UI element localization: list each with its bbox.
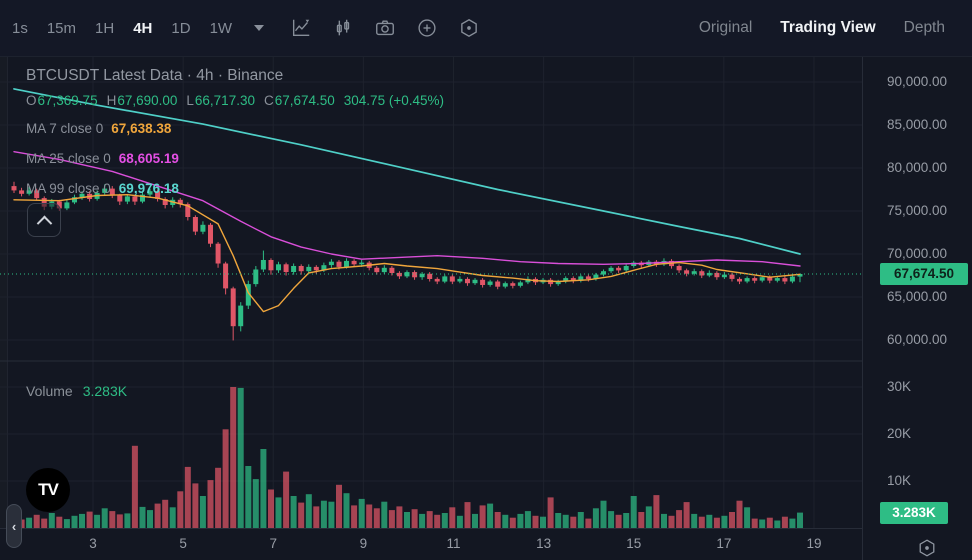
time-tick-label: 7 [269,536,277,551]
chevron-left-icon: ‹ [11,518,17,534]
last-price-badge: 67,674.50 [880,262,968,285]
settings-hexagon-icon[interactable] [456,15,482,41]
ma7-row: MA 7 close 0 67,638.38 [26,121,171,136]
price-tick-label: 90,000.00 [887,74,948,89]
volume-tick-label: 30K [887,379,912,394]
ma7-value: 67,638.38 [111,121,172,136]
top-toolbar: 1s 15m 1H 4H 1D 1W [0,0,972,57]
price-tick-label: 70,000.00 [887,246,948,261]
price-tick-label: 80,000.00 [887,160,948,175]
time-tick-label: 9 [359,536,368,551]
time-tick-label: 3 [89,536,97,551]
time-tick-label: 15 [626,536,642,551]
time-tick-label: 11 [446,536,461,551]
ma99-label: MA 99 close 0 [26,181,111,196]
price-tick-label: 60,000.00 [887,332,948,347]
timeframe-1w[interactable]: 1W [209,19,233,37]
low-label: L [186,93,194,108]
view-tabs: Original Trading View Depth [699,19,945,37]
left-drawer-handle[interactable]: ‹ [6,504,22,548]
high-value: 67,690.00 [117,93,178,108]
price-axis-panel[interactable]: 90,000.00 85,000.00 80,000.00 75,000.00 70,0… [862,57,972,560]
tab-trading-view[interactable]: Trading View [780,19,876,36]
tradingview-logo: TV [26,468,70,512]
left-edge-strip [0,57,8,560]
time-tick-label: 5 [179,536,187,551]
open-label: O [26,93,37,108]
ma25-row: MA 25 close 0 68,605.19 [26,151,179,166]
low-value: 66,717.30 [194,93,255,108]
timeframe-1s[interactable]: 1s [12,19,28,37]
volume-value: 3.283K [82,383,128,399]
axis-settings-gear-icon[interactable] [914,535,940,560]
ma25-label: MA 25 close 0 [26,151,111,166]
time-axis[interactable]: 3 5 7 9 11 13 15 17 19 [0,528,862,560]
chart-title: BTCUSDT Latest Data · 4h · Binance [26,67,284,84]
ohlc-row: O67,369.75 H67,690.00 L66,717.30 C67,674.50… [26,93,453,108]
volume-row: Volume 3.283K [26,383,127,399]
change-value: 304.75 (+0.45%) [343,93,444,108]
timeframe-1d[interactable]: 1D [171,19,191,37]
volume-tick-label: 20K [887,426,912,441]
chart-type-icon[interactable] [288,15,314,41]
close-value: 67,674.50 [274,93,335,108]
price-tick-label: 75,000.00 [887,203,948,218]
camera-icon[interactable] [372,15,398,41]
timeframe-1h[interactable]: 1H [95,19,115,37]
tab-depth[interactable]: Depth [903,19,945,36]
add-circle-icon[interactable] [414,15,440,41]
chart-region: BTCUSDT Latest Data · 4h · Binance O67,3… [0,57,972,560]
collapse-indicators-button[interactable] [27,203,61,237]
toolbar-icons [288,15,482,41]
volume-tick-label: 10K [887,473,912,488]
tab-original[interactable]: Original [698,19,753,36]
timeframe-4h[interactable]: 4H [133,19,153,37]
ma99-value: 69,976.18 [118,181,179,196]
price-tick-label: 65,000.00 [887,289,948,304]
open-value: 67,369.75 [37,93,98,108]
ma7-label: MA 7 close 0 [26,121,104,136]
caret-down-icon[interactable] [254,25,265,31]
time-tick-label: 17 [716,536,732,551]
tradingview-logo-glyph: TV [38,480,59,499]
close-label: C [263,93,274,108]
ma99-row: MA 99 close 0 69,976.18 [26,181,179,196]
high-label: H [106,93,117,108]
chart-canvas[interactable] [0,57,862,528]
compare-candles-icon[interactable] [330,15,356,41]
chevron-up-icon [36,215,52,231]
timeframe-group: 1s 15m 1H 4H 1D 1W [12,20,232,37]
price-tick-label: 85,000.00 [887,117,948,132]
timeframe-15m[interactable]: 15m [46,19,77,37]
ma25-value: 68,605.19 [118,151,179,166]
time-tick-label: 13 [536,536,552,551]
last-volume-badge: 3.283K [880,501,948,524]
volume-label: Volume [26,383,73,399]
time-tick-label: 19 [806,536,822,551]
